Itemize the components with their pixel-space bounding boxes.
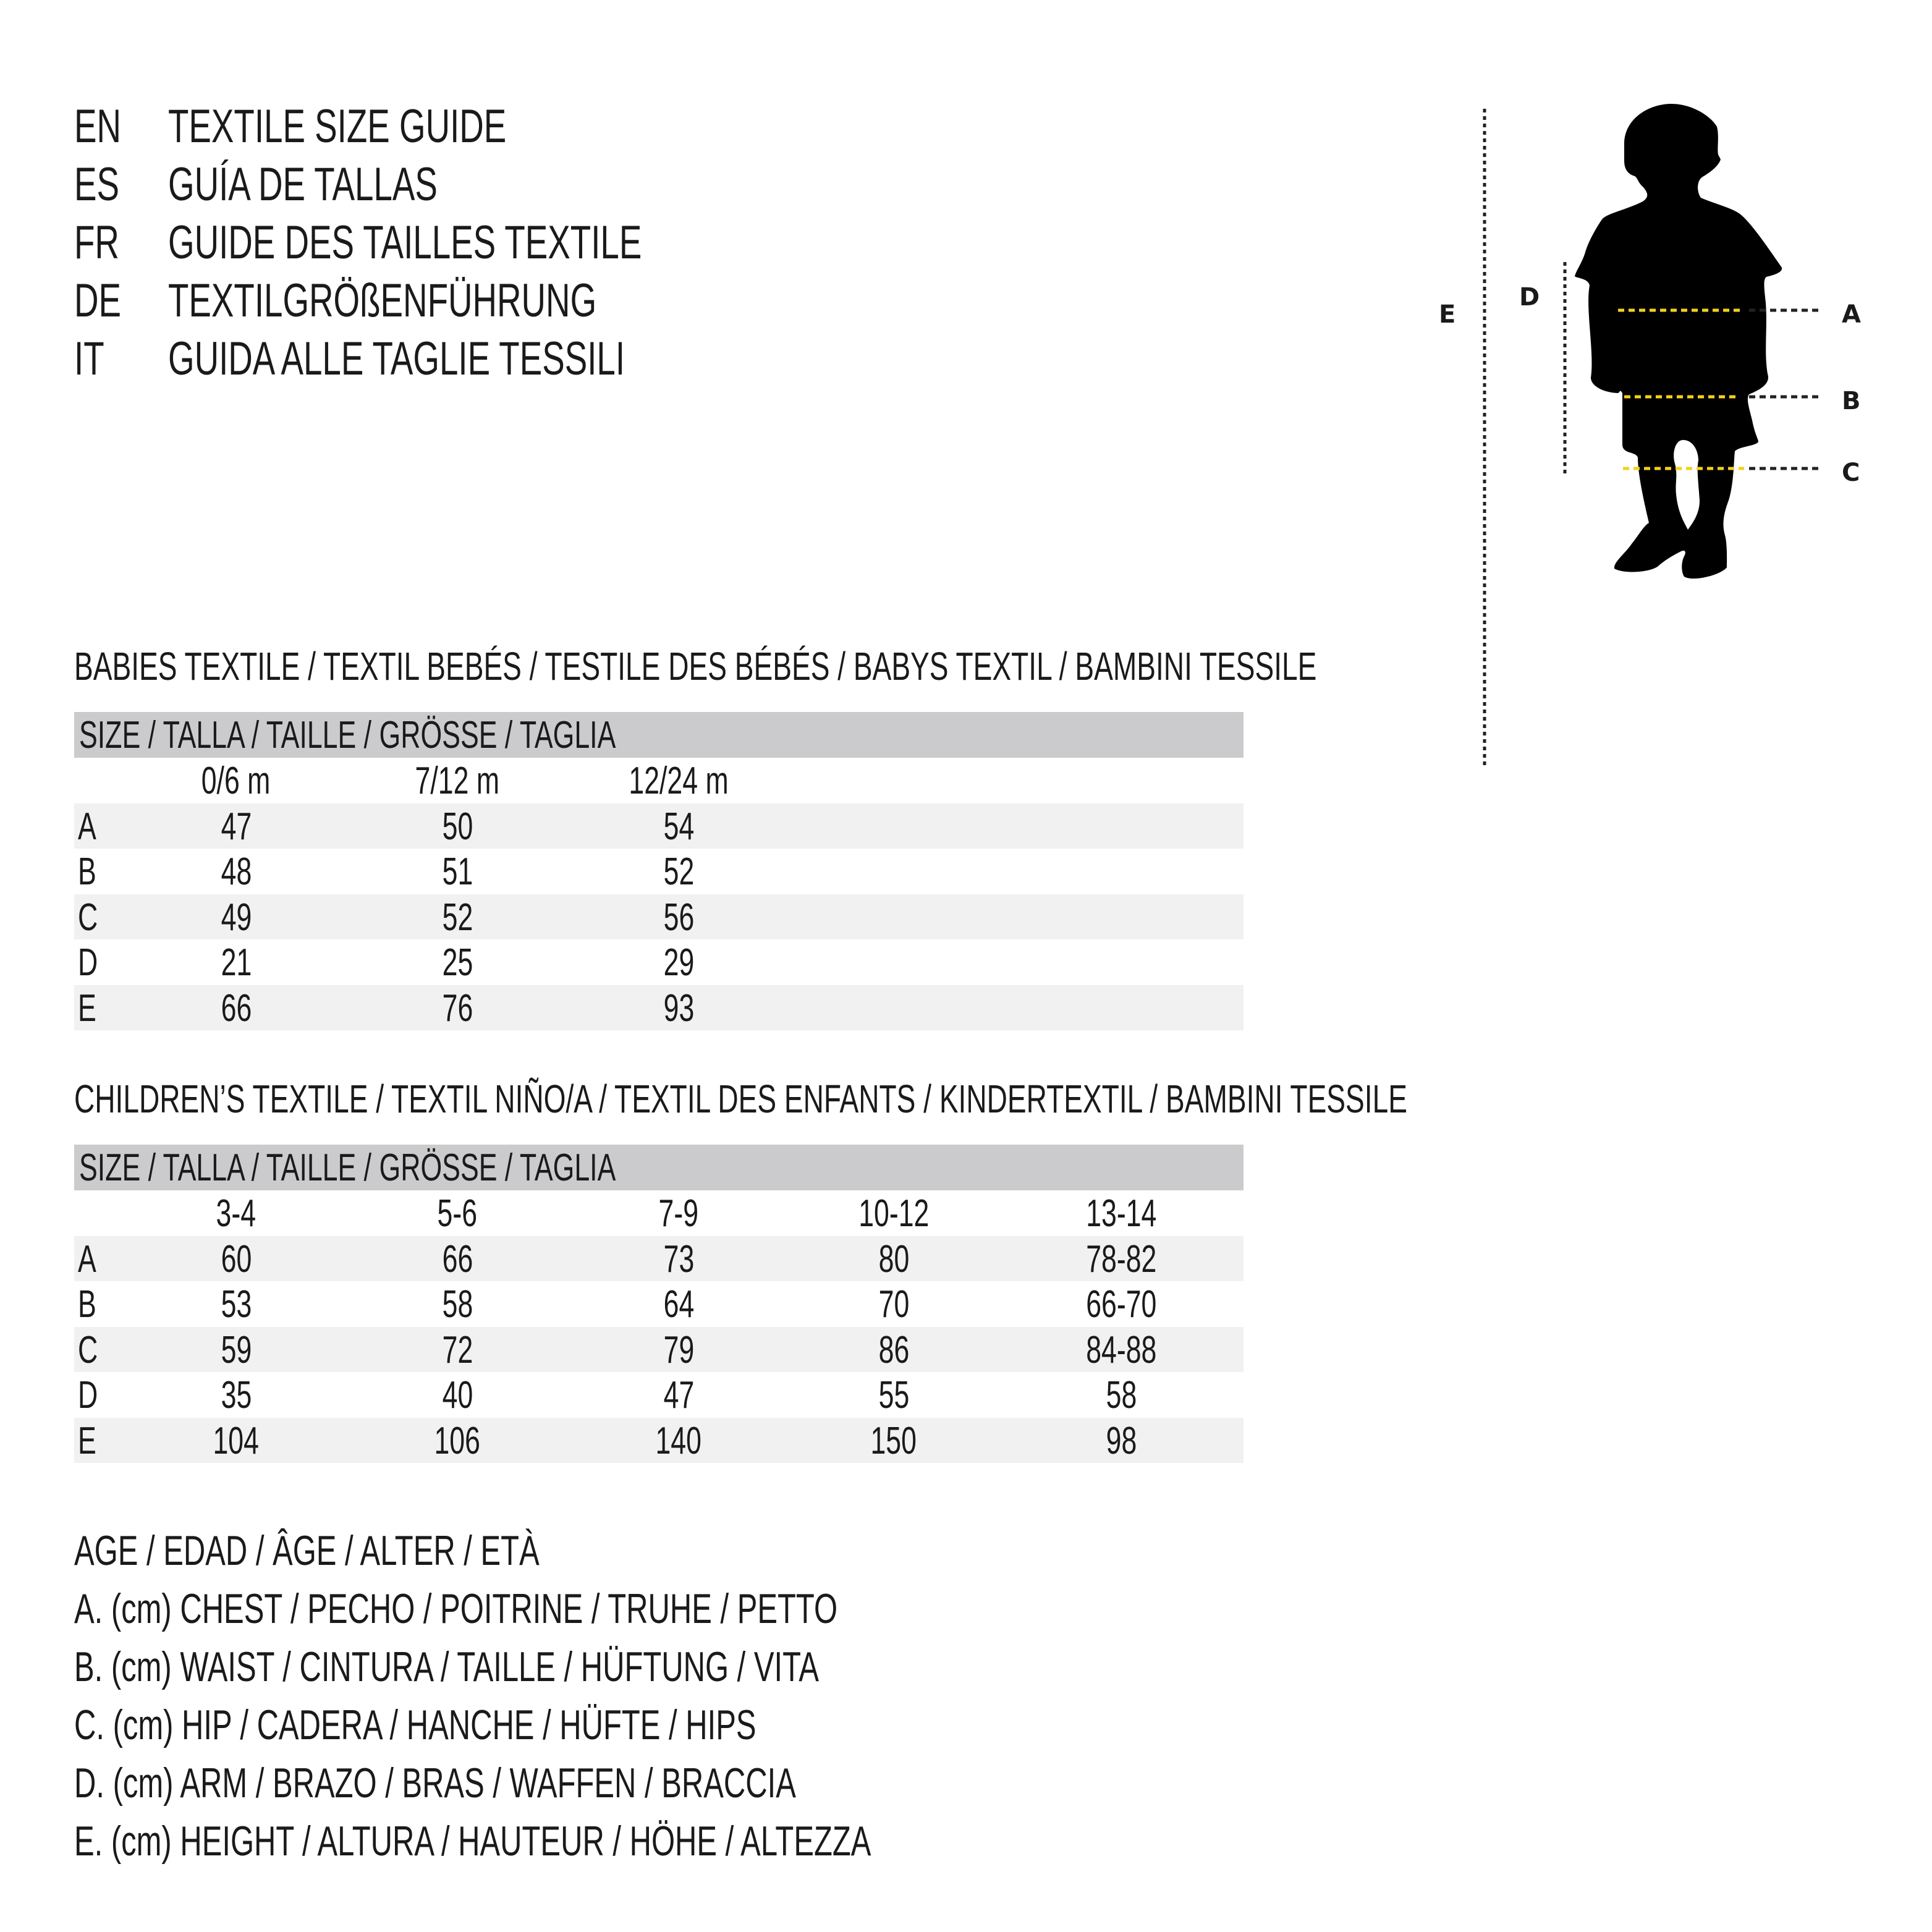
children-section-heading: CHILDREN’S TEXTILE / TEXTIL NIÑO/A / TEX…	[74, 1077, 1407, 1121]
table-cell: 29	[663, 941, 694, 984]
column-header: 0/6 m	[201, 760, 271, 802]
title-text: GUIDA ALLE TAGLIE TESSILI	[168, 333, 625, 385]
child-silhouette-figure: A B C D E	[1439, 104, 1861, 766]
column-header: 10-12	[858, 1192, 930, 1235]
babies-size-table: SIZE / TALLA / TAILLE / GRÖSSE / TAGLIA 0…	[74, 712, 1244, 1030]
table-cell: 64	[663, 1283, 694, 1326]
table-cell: 49	[221, 896, 252, 939]
legend-line: A. (cm) CHEST / PECHO / POITRINE / TRUHE…	[74, 1585, 838, 1632]
column-header: 13-14	[1085, 1192, 1157, 1235]
language-code: FR	[74, 216, 119, 269]
table-row: C 49 52 56	[74, 894, 1244, 939]
table-cell: 80	[878, 1237, 909, 1281]
row-label: E	[78, 1419, 96, 1462]
label-b: B	[1842, 387, 1861, 415]
table-cell: 55	[878, 1374, 909, 1417]
table-cell: 78-82	[1085, 1237, 1157, 1281]
table-cell: 50	[442, 805, 473, 848]
column-header: 7-9	[658, 1192, 699, 1235]
table-cell: 66	[442, 1237, 473, 1281]
table-cell: 58	[442, 1283, 473, 1326]
table-cell: 106	[434, 1419, 481, 1462]
legend-line: B. (cm) WAIST / CINTURA / TAILLE / HÜFTU…	[74, 1643, 820, 1690]
table-cell: 70	[878, 1283, 909, 1326]
table-row: E 66 76 93	[74, 985, 1244, 1030]
table-row: A 47 50 54	[74, 803, 1244, 849]
table-cell: 93	[663, 986, 694, 1030]
row-label: D	[78, 1374, 98, 1417]
row-label: A	[78, 805, 96, 848]
language-code: IT	[74, 333, 104, 385]
table-cell: 150	[870, 1419, 917, 1462]
legend-line: AGE / EDAD / ÂGE / ALTER / ETÀ	[74, 1527, 540, 1574]
column-header-row: 3-4 5-6 7-9 10-12 13-14	[74, 1190, 1244, 1236]
table-cell: 60	[221, 1237, 252, 1281]
table-cell: 76	[442, 986, 473, 1030]
table-cell: 21	[221, 941, 252, 984]
table-cell: 66	[221, 986, 252, 1030]
table-cell: 59	[221, 1328, 252, 1371]
table-row: C 59 72 79 86 84-88	[74, 1326, 1244, 1372]
table-cell: 47	[663, 1374, 694, 1417]
language-code: EN	[74, 100, 122, 153]
table-cell: 40	[442, 1374, 473, 1417]
legend-line: E. (cm) HEIGHT / ALTURA / HAUTEUR / HÖHE…	[74, 1818, 871, 1865]
label-c: C	[1842, 459, 1860, 487]
table-row: B 48 51 52	[74, 849, 1244, 894]
table-cell: 47	[221, 805, 252, 848]
column-header: 7/12 m	[415, 760, 500, 802]
column-header-row: 0/6 m 7/12 m 12/24 m	[74, 758, 1244, 803]
table-row: D 35 40 47 55 58	[74, 1372, 1244, 1418]
size-header-bar: SIZE / TALLA / TAILLE / GRÖSSE / TAGLIA	[74, 712, 1244, 758]
row-label: B	[78, 1283, 96, 1326]
row-label: C	[78, 896, 98, 939]
table-row: A 60 66 73 80 78-82	[74, 1235, 1244, 1281]
table-cell: 66-70	[1085, 1283, 1157, 1326]
title-text: GUÍA DE TALLAS	[168, 158, 438, 211]
table-cell: 79	[663, 1328, 694, 1371]
label-a: A	[1842, 300, 1861, 329]
table-cell: 86	[878, 1328, 909, 1371]
table-cell: 52	[442, 896, 473, 939]
table-cell: 51	[442, 850, 473, 893]
table-row: D 21 25 29	[74, 939, 1244, 985]
table-cell: 25	[442, 941, 473, 984]
table-cell: 52	[663, 850, 694, 893]
legend-line: C. (cm) HIP / CADERA / HANCHE / HÜFTE / …	[74, 1701, 756, 1748]
language-code: DE	[74, 274, 122, 327]
table-cell: 54	[663, 805, 694, 848]
row-label: A	[78, 1237, 96, 1281]
table-cell: 140	[655, 1419, 702, 1462]
label-e: E	[1439, 300, 1455, 329]
table-cell: 58	[1106, 1374, 1137, 1417]
table-cell: 53	[221, 1283, 252, 1326]
table-cell: 104	[213, 1419, 260, 1462]
column-header: 5-6	[437, 1192, 478, 1235]
children-size-table: SIZE / TALLA / TAILLE / GRÖSSE / TAGLIA 3…	[74, 1145, 1244, 1463]
row-label: E	[78, 986, 96, 1030]
label-d: D	[1519, 283, 1540, 311]
title-text: GUIDE DES TAILLES TEXTILE	[168, 216, 642, 269]
child-silhouette-icon	[1575, 104, 1782, 579]
column-header: 3-4	[216, 1192, 256, 1235]
table-cell: 98	[1106, 1419, 1137, 1462]
title-text: TEXTILE SIZE GUIDE	[168, 100, 507, 153]
table-cell: 73	[663, 1237, 694, 1281]
table-row: B 53 58 64 70 66-70	[74, 1281, 1244, 1327]
title-text: TEXTILGRÖßENFÜHRUNG	[168, 274, 597, 327]
size-header-bar: SIZE / TALLA / TAILLE / GRÖSSE / TAGLIA	[74, 1145, 1244, 1190]
table-cell: 35	[221, 1374, 252, 1417]
language-code: ES	[74, 158, 120, 211]
legend-line: D. (cm) ARM / BRAZO / BRAS / WAFFEN / BR…	[74, 1760, 796, 1807]
row-label: B	[78, 850, 96, 893]
table-cell: 84-88	[1085, 1328, 1157, 1371]
row-label: D	[78, 941, 98, 984]
table-row: E 104 106 140 150 98	[74, 1417, 1244, 1463]
table-cell: 72	[442, 1328, 473, 1371]
table-cell: 48	[221, 850, 252, 893]
table-cell: 56	[663, 896, 694, 939]
row-label: C	[78, 1328, 98, 1371]
column-header: 12/24 m	[629, 760, 729, 802]
babies-section-heading: BABIES TEXTILE / TEXTIL BEBÉS / TESTILE …	[74, 644, 1317, 688]
